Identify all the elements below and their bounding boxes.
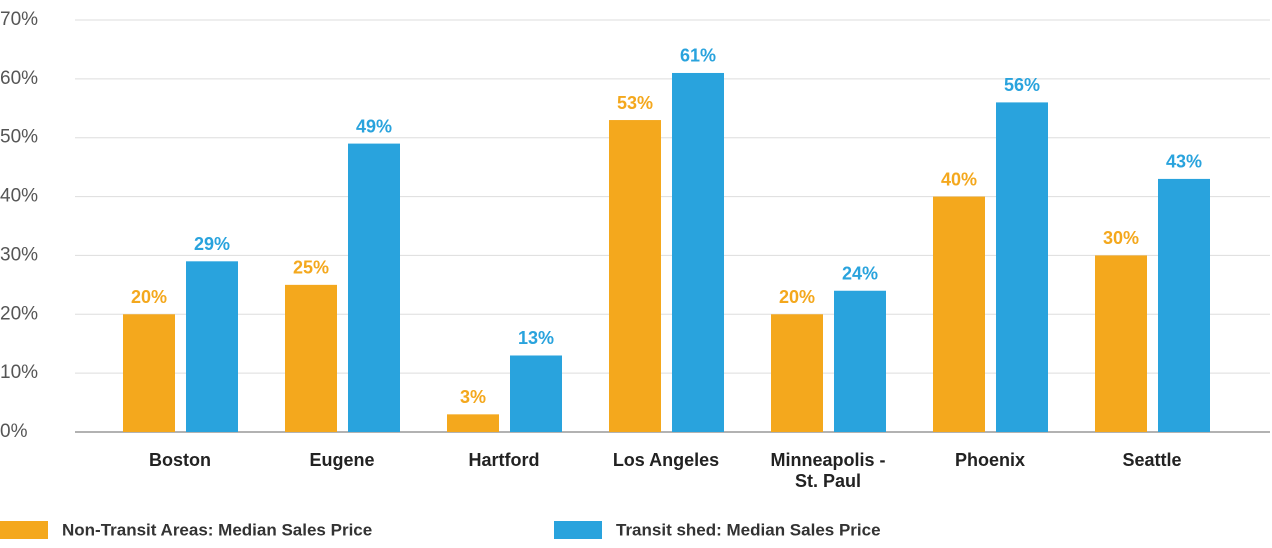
value-label: 13% <box>518 328 554 348</box>
bar <box>1095 255 1147 432</box>
y-tick-label: 40% <box>0 186 38 207</box>
x-tick-label: Seattle <box>1122 450 1182 470</box>
legend-label: Transit shed: Median Sales Price <box>616 520 881 539</box>
legend-swatch <box>0 521 48 539</box>
value-label: 3% <box>460 387 486 407</box>
bar <box>123 314 175 432</box>
y-tick-label: 50% <box>0 127 38 148</box>
value-label: 20% <box>131 287 167 307</box>
x-tick-label: Phoenix <box>954 450 1025 470</box>
bar <box>447 414 499 432</box>
bar <box>771 314 823 432</box>
bar <box>510 355 562 432</box>
value-label: 49% <box>356 116 392 136</box>
value-label: 61% <box>680 46 716 66</box>
y-tick-label: 0% <box>0 421 28 442</box>
y-tick-label: 30% <box>0 244 38 265</box>
x-tick-label: Eugene <box>309 450 375 470</box>
value-label: 29% <box>194 234 230 254</box>
legend-label: Non-Transit Areas: Median Sales Price <box>62 520 372 539</box>
bar <box>933 196 985 432</box>
value-label: 53% <box>617 93 653 113</box>
x-tick-label: Minneapolis - St. Paul <box>770 450 886 491</box>
x-tick-label: Los Angeles <box>612 450 720 470</box>
value-label: 25% <box>293 258 329 278</box>
bar <box>609 120 661 433</box>
bar <box>996 102 1048 433</box>
bar <box>186 261 238 432</box>
value-label: 20% <box>779 287 815 307</box>
bar <box>672 72 724 432</box>
x-tick-label: Boston <box>149 450 211 470</box>
bar <box>1158 178 1210 432</box>
bar <box>834 290 886 432</box>
value-label: 43% <box>1166 152 1202 172</box>
y-tick-label: 20% <box>0 303 38 324</box>
legend-swatch <box>554 521 602 539</box>
bar <box>285 284 337 432</box>
value-label: 40% <box>941 169 977 189</box>
x-tick-label: Hartford <box>468 450 540 470</box>
y-tick-label: 10% <box>0 362 38 383</box>
value-label: 24% <box>842 263 878 283</box>
value-label: 30% <box>1103 228 1139 248</box>
y-tick-label: 60% <box>0 68 38 89</box>
bar <box>348 143 400 432</box>
value-label: 56% <box>1004 75 1040 95</box>
y-tick-label: 70% <box>0 9 38 30</box>
